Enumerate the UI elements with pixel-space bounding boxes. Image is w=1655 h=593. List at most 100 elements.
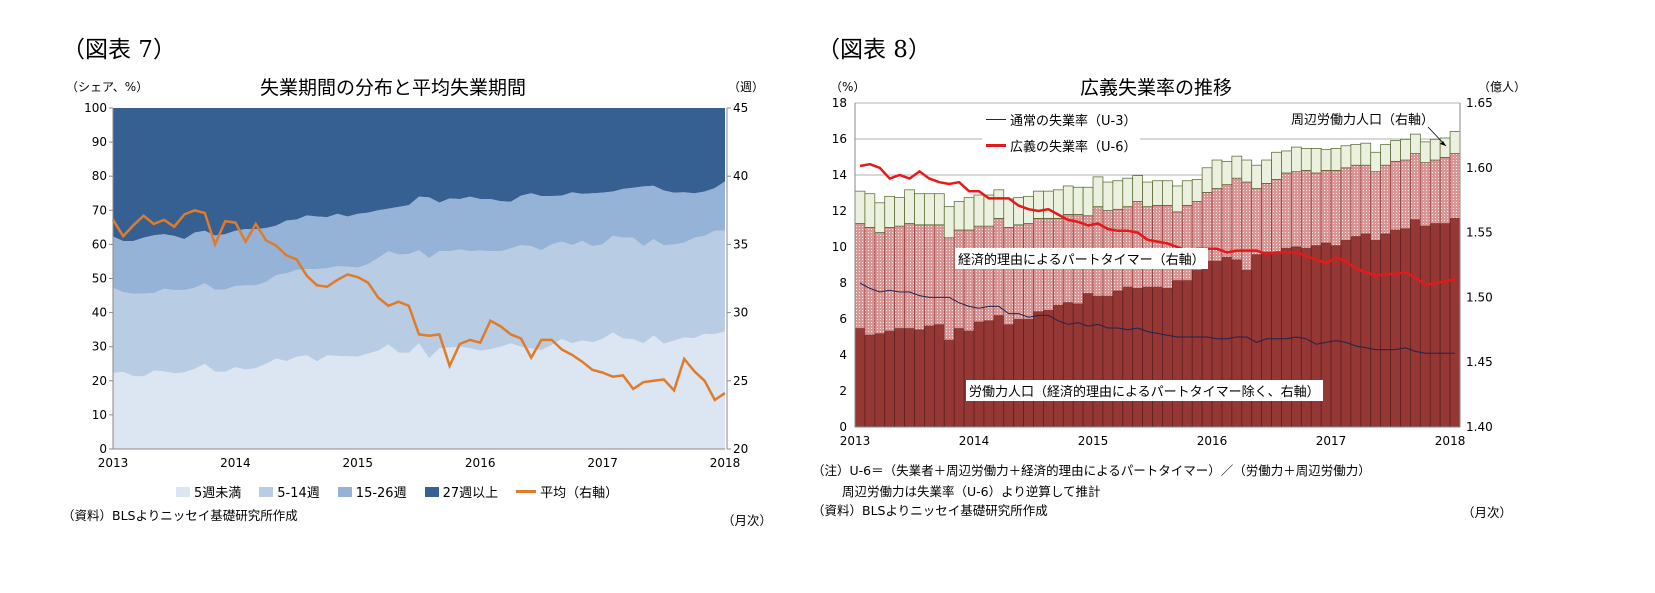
bar-segment-2: [1092, 176, 1104, 208]
left-tick-label: 2: [839, 384, 847, 398]
bar-segment-0: [904, 328, 915, 428]
bar-segment-0: [1092, 295, 1104, 428]
bar-segment-0: [1330, 245, 1342, 428]
bar-segment-1: [1291, 171, 1302, 248]
bar-segment-2: [1400, 138, 1411, 161]
bar-segment-0: [1191, 269, 1203, 428]
bar-segment-1: [914, 224, 925, 331]
bar-segment-0: [894, 328, 905, 428]
bar-segment-2: [1201, 167, 1213, 193]
left-tick-label: 60: [92, 237, 107, 251]
right-tick-label: 35: [733, 237, 748, 251]
bar-segment-1: [1152, 205, 1163, 288]
bar-segment-0: [983, 320, 995, 428]
bar-segment-2: [1291, 146, 1302, 173]
bar-segment-2: [1181, 180, 1193, 206]
bar-segment-2: [1261, 159, 1272, 184]
bar-segment-2: [963, 197, 975, 231]
chart1-title: 失業期間の分布と平均失業期間: [260, 77, 527, 99]
right-tick-label: 1.55: [1466, 226, 1493, 240]
bar-segment-2: [914, 193, 925, 226]
bar-segment-1: [1241, 181, 1253, 271]
bar-segment-2: [1162, 180, 1173, 206]
bar-segment-1: [1449, 153, 1461, 219]
left-tick-label: 90: [92, 135, 107, 149]
bar-segment-2: [1191, 179, 1203, 202]
left-tick-label: 70: [92, 203, 107, 217]
bar-segment-0: [1112, 290, 1124, 428]
right-tick-label: 1.60: [1466, 161, 1493, 175]
bar-segment-0: [973, 321, 985, 428]
area-series-0: [113, 331, 725, 449]
bar-segment-0: [854, 328, 866, 428]
bar-segment-0: [1390, 229, 1401, 428]
x-tick-label: 2015: [343, 456, 374, 470]
x-tick-label: 2018: [1435, 434, 1466, 448]
left-tick-label: 6: [839, 312, 847, 326]
bar-segment-0: [1122, 286, 1134, 428]
bar-segment-2: [1221, 160, 1233, 185]
bar-segment-1: [1221, 184, 1233, 258]
bar-segment-1: [1251, 188, 1262, 255]
bar-segment-0: [953, 328, 965, 428]
area-series-3: [113, 108, 725, 241]
bar-segment-1: [1271, 179, 1282, 253]
bar-segment-2: [1102, 181, 1114, 211]
chart2-right-axis-unit: （億人）: [1478, 80, 1527, 94]
x-tick-label: 2014: [959, 434, 990, 448]
bar-segment-1: [924, 224, 935, 327]
bar-segment-0: [1062, 302, 1074, 428]
bar-segment-0: [1419, 225, 1431, 428]
bar-segment-0: [1410, 219, 1421, 428]
bar-segment-2: [1072, 186, 1084, 215]
bar-segment-1: [894, 225, 905, 329]
bar-segment-1: [884, 227, 896, 332]
chart2-note-1: （注）U-6＝（失業者＋周辺労働力＋経済的理由によるパートタイマー）／（労働力＋…: [812, 463, 1371, 478]
bar-segment-2: [1231, 155, 1243, 179]
bar-segment-1: [1300, 170, 1312, 249]
bar-segment-2: [1112, 180, 1124, 210]
bar-segment-0: [1370, 240, 1382, 428]
bar-segment-2: [854, 190, 866, 224]
bar-segment-1: [1281, 172, 1292, 249]
right-tick-label: 20: [733, 442, 748, 456]
right-tick-label: 30: [733, 306, 748, 320]
bar-segment-0: [1043, 310, 1054, 428]
legend-item: 5-14週: [259, 482, 320, 501]
bar-segment-0: [1201, 260, 1213, 428]
marginal-labor-annotation: 周辺労働力人口（右軸）: [1291, 113, 1435, 128]
bar-segment-2: [983, 194, 995, 227]
area-series-2: [113, 181, 725, 294]
x-tick-label: 2018: [710, 456, 741, 470]
bar-segment-2: [1122, 177, 1134, 208]
bar-segment-0: [924, 325, 935, 428]
bar-segment-2: [1132, 175, 1143, 202]
bar-segment-0: [1320, 242, 1332, 428]
bar-segment-2: [1380, 144, 1391, 166]
bar-segment-2: [884, 195, 896, 228]
right-tick-label: 45: [733, 101, 748, 115]
left-tick-label: 4: [839, 348, 847, 362]
bar-segment-1: [933, 224, 945, 325]
bar-segment-2: [1300, 148, 1312, 171]
bar-segment-2: [953, 201, 965, 231]
bar-segment-1: [1350, 164, 1362, 237]
bar-segment-1: [943, 237, 955, 341]
bar-segment-1: [1390, 160, 1401, 231]
bar-segment-0: [1003, 324, 1015, 428]
bar-segment-2: [1003, 198, 1015, 228]
bar-segment-2: [1419, 141, 1431, 163]
left-tick-label: 10: [832, 240, 847, 254]
bar-segment-0: [933, 324, 945, 428]
bar-segment-2: [1449, 131, 1461, 154]
left-tick-label: 16: [832, 132, 847, 146]
bar-segment-2: [1281, 150, 1292, 174]
figure7-label: （図表 7）: [62, 37, 176, 63]
left-tick-label: 30: [92, 340, 107, 354]
mean-duration-line: [111, 208, 726, 402]
chart2-period-note: （月次）: [1462, 505, 1513, 520]
bar-segment-1: [1181, 205, 1193, 281]
bar-segment-0: [1231, 259, 1243, 428]
chart2-legend: 通常の失業率（U-3） 広義の失業率（U-6）: [982, 110, 1141, 155]
bar-segment-1: [963, 229, 975, 332]
